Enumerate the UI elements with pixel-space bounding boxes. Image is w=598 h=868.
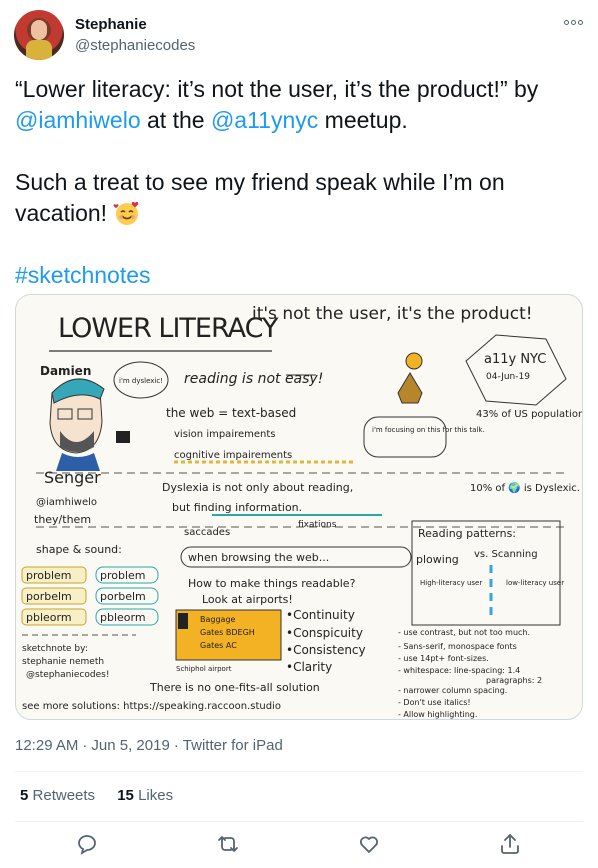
principle-clarity: •Clarity [286,660,332,674]
tweet-line2: Such a treat to see my friend speak whil… [15,169,505,226]
stat-low-literacy: 43% of US population is low literacy. [476,409,583,420]
dyslexic-bubble: i'm dyslexic! [119,377,163,385]
speaker-portrait [49,378,105,471]
lightbulb-person-icon [397,352,423,404]
author-handle[interactable]: @stephaniecodes [75,37,196,54]
retweets-label: Retweets [32,787,96,804]
speaker-last-name: Senger [44,468,101,487]
saccades-label: saccades [184,527,230,538]
mention-link[interactable]: @a11ynyc [210,107,319,133]
sketch-subtitle: it's not the user, it's the product! [252,304,533,324]
like-icon[interactable] [357,832,381,856]
schiphol-label: Schiphol airport [176,665,232,673]
credit-label: sketchnote by: [22,644,88,654]
sign-gates-ac: Gates AC [200,641,237,650]
credit-handle: @stephaniecodes! [26,670,109,680]
tweet-stats: 5 Retweets 15 Likes [20,787,191,804]
retweets-stat[interactable]: 5 Retweets [20,787,95,804]
divider [15,821,583,822]
likes-stat[interactable]: 15 Likes [117,787,173,804]
sketch-title: LOWER LITERACY [58,313,279,344]
tip-item: - narrower column spacing. [398,686,507,695]
word-porbelm: porbelm [26,590,72,603]
more-icon[interactable] [564,18,583,28]
tip-item: - use contrast, but not too much. [398,628,530,637]
tweet-header: Stephanie @stephaniecodes [14,10,584,62]
cognitive-impairments: cognitive impairements [174,450,292,461]
smiling-hearts-emoji-icon [114,201,139,225]
share-icon[interactable] [498,832,522,856]
tip-item: - Don't use italics! [398,698,471,707]
stat-dyslexic: 10% of 🌍 is Dyslexic. [470,481,580,494]
focus-bubble: i'm focusing on this for this talk. [372,426,485,434]
reading-patterns: Reading patterns: [418,527,516,540]
speaker-first-name: Damien [40,364,91,378]
no-one-fits-all: There is no one-fits-all solution [149,681,320,694]
browsing-text: when browsing the web... [188,551,329,564]
principle-continuity: •Continuity [286,608,355,622]
principle-consistency: •Consistency [286,643,366,657]
plowing-label: plowing [416,553,459,566]
action-bar [0,822,598,868]
speaker-handle: @iamhiwelo [36,497,97,508]
tweet-time[interactable]: 12:29 AM [15,737,79,754]
reading-not-easy: reading is not easy! [184,371,323,387]
more-solutions-link: see more solutions: https://speaking.rac… [22,701,281,712]
word-problem-outline: problem [100,569,146,582]
high-literacy-user: High-literacy user [420,579,482,587]
tweet-text: “Lower literacy: it’s not the user, it’s… [15,74,575,291]
tweet-end: meetup. [324,107,408,133]
wheelchair-icon [116,431,130,443]
look-at-airports: Look at airports! [202,593,293,606]
tip-item: paragraphs: 2 [486,676,542,685]
author-name[interactable]: Stephanie [75,16,147,33]
likes-label: Likes [138,787,174,804]
word-pbleorm: pbleorm [26,611,72,624]
tweet-date[interactable]: Jun 5, 2019 [91,737,170,754]
tweet-meta: 12:29 AM · Jun 5, 2019 · Twitter for iPad [15,737,283,754]
web-text-based: the web = text-based [166,406,296,420]
tip-item: - whitespace: line-spacing: 1.4 [398,666,520,675]
retweets-count: 5 [20,787,29,804]
fixations-label: fixations [298,520,337,530]
tip-item: - use 14pt+ font-sizes. [398,654,489,663]
event-name: a11y NYC [484,352,546,367]
reply-icon[interactable] [75,832,99,856]
avatar[interactable] [14,10,64,60]
vision-impairments: vision impairements [174,429,276,440]
sign-baggage: Baggage [200,615,236,624]
credit-name: stephanie nemeth [22,657,104,667]
tweet-source[interactable]: Twitter for iPad [182,737,283,754]
tweet-quote: “Lower literacy: it’s not the user, it’s… [15,76,539,102]
retweet-icon[interactable] [216,832,240,856]
tweet-mid: at the [147,107,205,133]
word-problem: problem [26,569,72,582]
scanning-label: vs. Scanning [474,549,538,560]
event-date: 04-Jun-19 [486,372,530,382]
hashtag-link[interactable]: #sketchnotes [15,262,151,288]
sketchnote-image[interactable]: LOWER LITERACY it's not the user, it's t… [15,294,583,720]
shape-sound-label: shape & sound: [36,543,122,556]
sign-gates-bdegh: Gates BDEGH [200,628,255,637]
speaker-pronouns: they/them [34,513,91,526]
tip-item: - Allow highlighting. [398,710,477,719]
divider [15,771,583,772]
tips-list: - use contrast, but not too much. - Sans… [398,628,542,719]
tip-item: - Sans-serif, monospace fonts [398,642,517,651]
principle-conspicuity: •Conspicuity [286,626,363,640]
word-porbelm-outline: porbelm [100,590,146,603]
word-pbleorm-outline: pbleorm [100,611,146,624]
dyslexia-text: Dyslexia is not only about reading, [162,481,353,494]
likes-count: 15 [117,787,134,804]
finding-information: but finding information. [172,501,302,514]
low-literacy-user: low-literacy user [506,579,564,587]
how-to-readable: How to make things readable? [188,577,356,590]
mention-link[interactable]: @iamhiwelo [15,107,141,133]
